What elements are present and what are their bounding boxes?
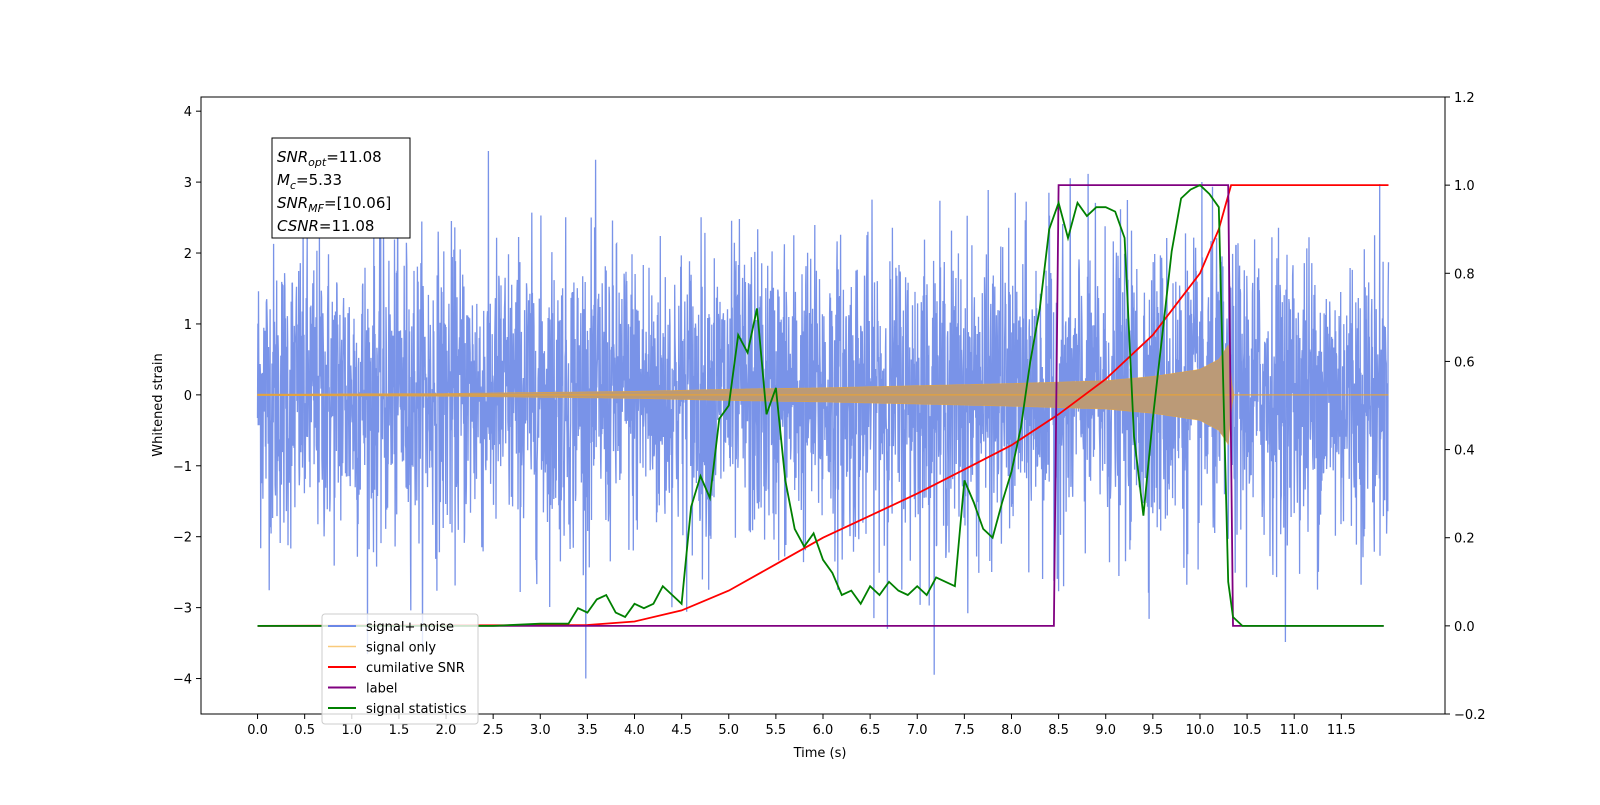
y-tick-label: 3 (184, 176, 192, 191)
x-tick-label: 4.5 (671, 723, 692, 738)
x-tick-label: 3.0 (530, 723, 551, 738)
y-tick-label: −2 (173, 531, 192, 546)
annotation-line: Mc=5.33 (277, 171, 342, 192)
legend: signal+ noise signal only cumilative SNR la… (321, 613, 479, 725)
y-tick-label: −3 (173, 602, 192, 617)
x-tick-label: 7.0 (907, 723, 928, 738)
x-tick-label: 0.0 (247, 723, 268, 738)
legend-label: signal+ noise (366, 620, 454, 635)
legend-label: signal statistics (366, 702, 467, 717)
x-axis-label: Time (s) (793, 746, 847, 761)
x-tick-label: 8.0 (1001, 723, 1022, 738)
legend-label: cumilative SNR (366, 661, 465, 676)
y-tick-label: −1 (173, 460, 192, 475)
x-tick-label: 8.5 (1048, 723, 1069, 738)
x-tick-label: 11.5 (1327, 723, 1356, 738)
series-signal-noise (256, 150, 1390, 679)
y-tick-label: 0 (184, 389, 192, 404)
x-axis: 0.0 0.5 1.0 1.5 2.0 2.5 3.0 3.5 4.0 4.5 5.0 5.5 6.0 6… (247, 714, 1356, 738)
plot-area (256, 150, 1390, 679)
x-tick-label: 10.5 (1233, 723, 1262, 738)
y2-tick-label: 0.0 (1454, 620, 1475, 635)
annotation-box (271, 137, 411, 239)
y2-tick-label: 1.0 (1454, 179, 1475, 194)
annotation-line: CSNR=11.08 (277, 217, 374, 235)
x-tick-label: 2.5 (483, 723, 504, 738)
x-tick-label: 3.5 (577, 723, 598, 738)
x-tick-label: 1.0 (341, 723, 362, 738)
x-tick-label: 6.5 (860, 723, 881, 738)
legend-label: signal only (366, 641, 436, 656)
x-tick-label: 10.0 (1185, 723, 1214, 738)
x-tick-label: 7.5 (954, 723, 975, 738)
x-tick-label: 5.0 (718, 723, 739, 738)
y2-tick-label: 1.2 (1454, 91, 1475, 106)
annotation-line: SNRopt=11.08 (277, 148, 382, 169)
y-axis-label: Whitened strain (151, 353, 166, 456)
y-tick-label: 1 (184, 318, 192, 333)
x-tick-label: 0.5 (294, 723, 315, 738)
x-tick-label: 11.0 (1280, 723, 1309, 738)
y2-tick-label: 0.6 (1454, 355, 1475, 370)
x-tick-label: 6.0 (813, 723, 834, 738)
series-signal-statistics (257, 184, 1384, 627)
annotation-line: SNRMF=[10.06] (277, 194, 391, 215)
x-tick-label: 9.0 (1095, 723, 1116, 738)
legend-label: label (366, 682, 397, 697)
y-axis-left: 4 3 2 1 0 −1 −2 −3 −4 (173, 105, 201, 688)
x-tick-label: 5.5 (766, 723, 787, 738)
x-tick-label: 1.5 (389, 723, 410, 738)
y-tick-label: 2 (184, 247, 192, 262)
y2-tick-label: 0.2 (1454, 532, 1475, 547)
x-tick-label: 9.5 (1143, 723, 1164, 738)
legend-box (321, 613, 479, 725)
y-tick-label: −4 (173, 673, 192, 688)
y-tick-label: 4 (184, 105, 192, 120)
x-tick-label: 4.0 (624, 723, 645, 738)
y2-tick-label: 0.8 (1454, 267, 1475, 282)
y2-tick-label: −0.2 (1454, 708, 1486, 723)
y-axis-right: 1.2 1.0 0.8 0.6 0.4 0.2 0.0 −0.2 (1445, 91, 1486, 723)
y2-tick-label: 0.4 (1454, 444, 1475, 459)
x-tick-label: 2.0 (436, 723, 457, 738)
